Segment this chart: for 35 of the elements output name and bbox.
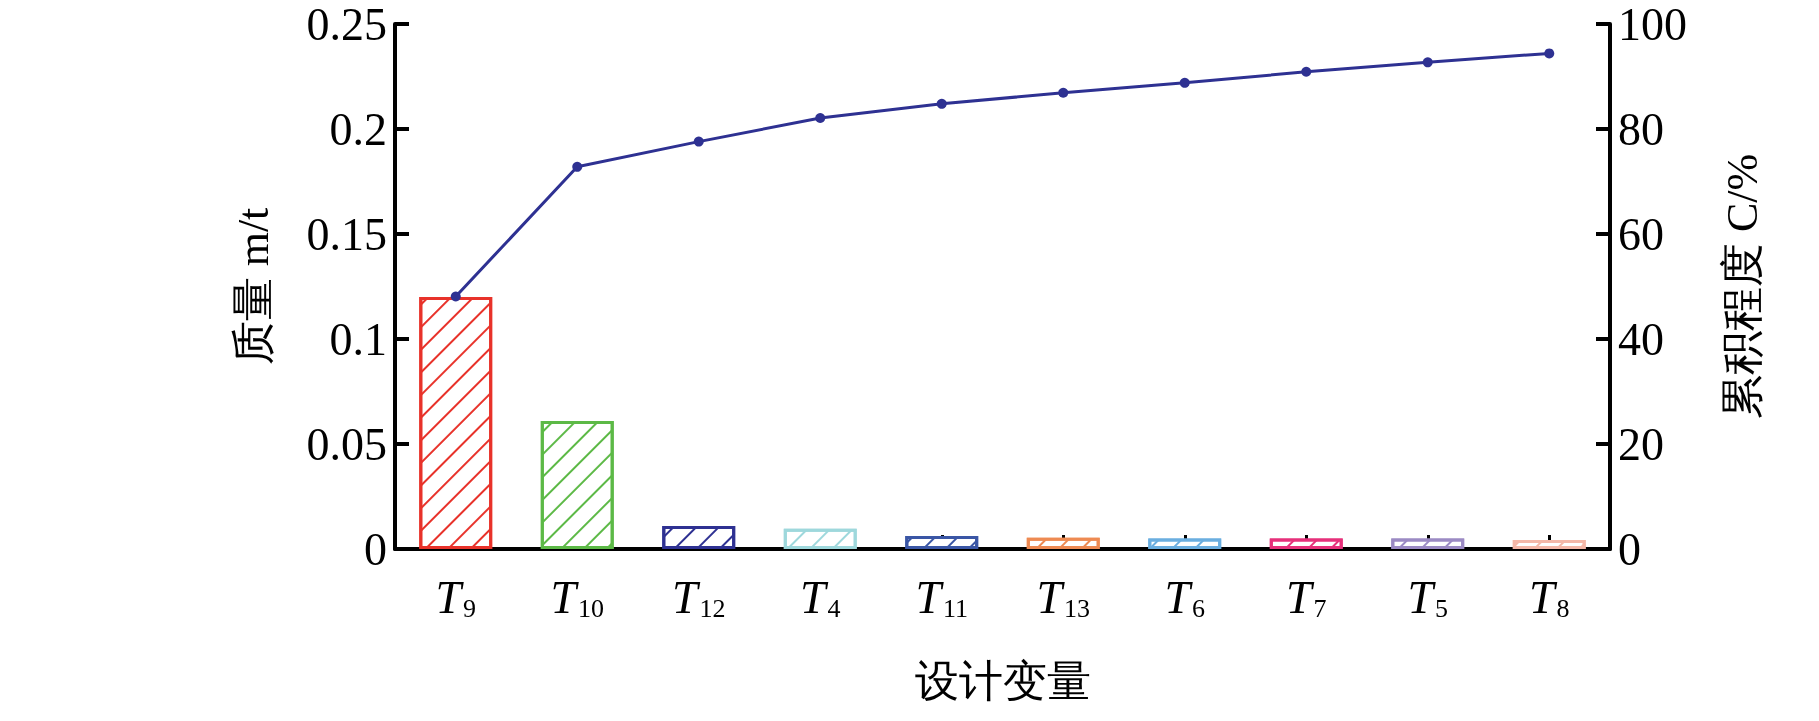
x-tick-label: T7 [1285, 571, 1327, 623]
x-tick-label: T12 [671, 571, 726, 623]
y2-tick-label: 60 [1618, 208, 1664, 260]
y-axis-title: 质量 m/t [228, 207, 278, 366]
y-tick-label: 0.2 [329, 103, 387, 155]
point [1058, 87, 1069, 98]
y-tick-label: 0 [364, 523, 387, 575]
y-tick-label: 0.1 [329, 313, 387, 365]
point [1301, 66, 1312, 77]
y2-tick-label: 0 [1618, 523, 1641, 575]
y2-tick-label: 100 [1618, 0, 1687, 50]
y2-tick-label: 80 [1618, 103, 1664, 155]
point [693, 136, 704, 147]
y-tick-label: 0.15 [306, 208, 387, 260]
point [450, 291, 461, 302]
y-tick-label: 0.25 [306, 0, 387, 50]
y2-tick-label: 40 [1618, 313, 1664, 365]
point [572, 161, 583, 172]
y2-axis-title: 累积程度 C/% [1717, 153, 1767, 420]
x-tick-label: T5 [1407, 571, 1449, 623]
point [936, 98, 947, 109]
x-tick-label: T6 [1164, 571, 1206, 623]
x-tick-label: T9 [435, 571, 477, 623]
x-axis-title: 设计变量 [914, 656, 1091, 706]
point [1422, 57, 1433, 68]
x-tick-label: T10 [550, 571, 605, 623]
x-tick-label: T8 [1528, 571, 1570, 623]
point [1179, 77, 1190, 88]
y2-tick-label: 20 [1618, 418, 1664, 470]
x-tick-label: T13 [1036, 571, 1091, 623]
point [1544, 48, 1555, 59]
x-tick-label: T4 [799, 571, 841, 623]
y-tick-label: 0.05 [306, 418, 387, 470]
x-tick-label: T11 [915, 571, 969, 623]
point [815, 112, 826, 123]
